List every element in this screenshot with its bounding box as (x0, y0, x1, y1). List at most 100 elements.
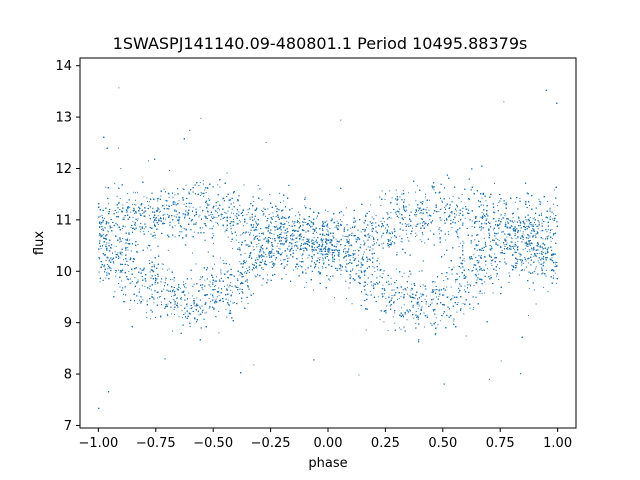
data-point (174, 236, 176, 238)
data-point (439, 238, 441, 240)
data-point (239, 274, 241, 276)
data-point (263, 207, 265, 209)
data-point (232, 218, 234, 220)
data-point (430, 230, 432, 232)
data-point (244, 270, 246, 272)
data-point (206, 203, 208, 205)
data-point (524, 257, 526, 259)
data-point (119, 286, 121, 288)
data-point (187, 211, 189, 213)
data-point (422, 222, 424, 224)
data-point (404, 223, 406, 225)
data-point (393, 231, 395, 233)
data-point (501, 218, 503, 220)
data-point (447, 231, 449, 233)
data-point (178, 315, 180, 317)
data-point (400, 328, 402, 330)
data-point (193, 231, 195, 233)
data-point (259, 239, 261, 241)
data-point (458, 214, 460, 216)
data-point (122, 204, 124, 206)
data-point (314, 240, 316, 242)
data-point (401, 307, 403, 309)
data-point (176, 214, 178, 216)
data-point (433, 189, 435, 191)
data-point (412, 304, 414, 306)
data-point (322, 267, 324, 269)
data-point (393, 289, 395, 291)
data-point (208, 298, 210, 300)
data-point (490, 245, 492, 247)
data-point (538, 198, 540, 200)
data-point (101, 235, 103, 237)
data-point (153, 302, 155, 304)
data-point (424, 223, 426, 225)
data-point (160, 195, 162, 197)
data-point (172, 330, 174, 332)
data-point (321, 225, 323, 227)
data-point (137, 220, 139, 222)
data-point (143, 228, 145, 230)
data-point (556, 282, 558, 284)
data-point (259, 235, 261, 237)
data-point (236, 223, 238, 225)
data-point (336, 243, 338, 245)
data-point (518, 219, 520, 221)
data-point (463, 258, 465, 260)
data-point (486, 268, 488, 270)
data-point (408, 276, 410, 278)
data-point (460, 285, 462, 287)
data-point (314, 247, 316, 249)
data-point (254, 275, 256, 277)
data-point (205, 295, 207, 297)
data-point (132, 204, 134, 206)
data-point (512, 253, 514, 255)
data-point (490, 260, 492, 262)
data-point (347, 250, 349, 252)
data-point (249, 216, 251, 218)
data-point (222, 259, 224, 261)
data-point (260, 245, 262, 247)
data-point (327, 240, 329, 242)
data-point (143, 233, 145, 235)
data-point (366, 227, 368, 229)
data-point (467, 209, 469, 211)
data-point (207, 205, 209, 207)
data-point (379, 275, 381, 277)
data-point (137, 279, 139, 281)
data-point (505, 240, 507, 242)
data-point (406, 233, 408, 235)
data-point (114, 269, 116, 271)
data-point (285, 273, 287, 275)
data-point (163, 188, 165, 190)
data-point (386, 305, 388, 307)
data-point (367, 246, 369, 248)
data-point (188, 292, 190, 294)
data-point (198, 185, 200, 186)
data-point (292, 235, 294, 237)
data-point (390, 217, 392, 219)
data-point (417, 316, 419, 318)
data-point (529, 216, 531, 218)
data-point (324, 234, 326, 236)
data-point (362, 253, 364, 255)
data-point (331, 249, 333, 251)
data-point (496, 225, 498, 227)
data-point (195, 263, 197, 265)
data-point (372, 266, 374, 268)
data-point (496, 233, 498, 235)
data-point (318, 248, 320, 250)
data-point (294, 230, 296, 232)
data-point (207, 198, 209, 200)
data-point (425, 295, 427, 297)
data-point (486, 272, 488, 274)
data-point (124, 301, 126, 303)
data-point (358, 281, 360, 283)
data-point (370, 222, 372, 224)
data-point (351, 245, 353, 247)
data-point (313, 241, 315, 243)
data-point (395, 211, 397, 213)
data-point (105, 260, 107, 262)
data-point (532, 218, 534, 220)
data-point (346, 297, 348, 299)
